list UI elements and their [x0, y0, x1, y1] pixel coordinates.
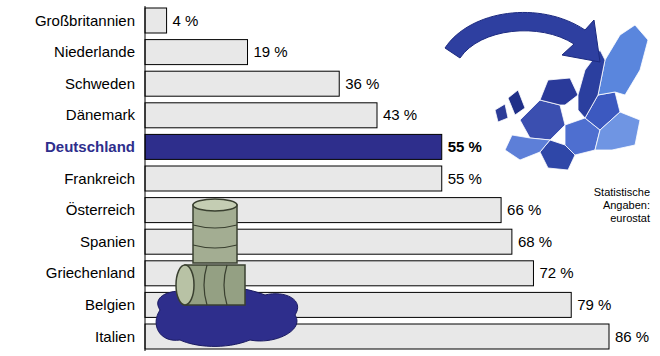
category-label: Österreich	[66, 201, 135, 218]
data-label: 36 %	[345, 75, 379, 92]
chart: Großbritannien Niederlande Schweden Dänemar…	[0, 0, 660, 356]
data-label: 79 %	[577, 296, 611, 313]
map-region	[520, 100, 565, 140]
data-label: 86 %	[615, 328, 649, 345]
data-label: 66 %	[507, 201, 541, 218]
category-label: Frankreich	[64, 170, 135, 187]
category-label: Niederlande	[54, 43, 135, 60]
category-label: Griechenland	[46, 264, 135, 281]
bar	[145, 134, 442, 159]
category-label: Spanien	[80, 233, 135, 250]
bar	[145, 71, 339, 96]
data-label: 55 %	[448, 138, 482, 155]
barrel-top	[193, 199, 237, 211]
category-label: Dänemark	[66, 106, 136, 123]
data-label: 68 %	[518, 233, 552, 250]
category-label: Belgien	[85, 296, 135, 313]
map-region	[598, 25, 648, 95]
map-region	[495, 104, 508, 122]
category-label: Italien	[95, 328, 135, 345]
decoration	[445, 12, 648, 170]
source-note: Angaben:	[603, 199, 650, 211]
barrel-end	[176, 265, 194, 305]
map-region	[508, 90, 525, 115]
data-label: 19 %	[254, 43, 288, 60]
category-label: Schweden	[65, 75, 135, 92]
bar	[145, 103, 377, 128]
data-label: 55 %	[448, 170, 482, 187]
barrel	[193, 205, 237, 263]
data-label: 4 %	[173, 12, 199, 29]
oil-barrels	[156, 199, 298, 346]
data-label: 43 %	[383, 106, 417, 123]
barrel-ring	[204, 265, 227, 305]
barrel-ring	[193, 225, 237, 248]
category-label: Deutschland	[45, 138, 135, 155]
bar	[145, 166, 442, 191]
source-note: eurostat	[610, 212, 650, 224]
category-label: Großbritannien	[35, 12, 135, 29]
bars	[145, 8, 609, 349]
axis-line	[145, 6, 146, 351]
map-region	[540, 78, 578, 105]
arrow	[445, 12, 600, 62]
map-region	[595, 112, 640, 150]
bar	[145, 40, 248, 65]
source-note: Statistische	[594, 186, 650, 198]
bar	[145, 8, 167, 33]
map-region	[505, 135, 550, 160]
data-label: 72 %	[539, 264, 573, 281]
